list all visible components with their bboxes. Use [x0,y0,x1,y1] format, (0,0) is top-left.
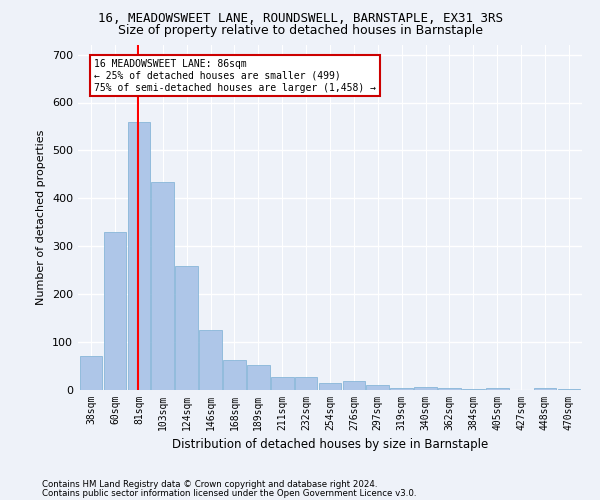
Bar [414,386,437,390]
Bar [104,232,127,390]
Text: 16, MEADOWSWEET LANE, ROUNDSWELL, BARNSTAPLE, EX31 3RS: 16, MEADOWSWEET LANE, ROUNDSWELL, BARNST… [97,12,503,24]
Y-axis label: Number of detached properties: Number of detached properties [37,130,46,305]
Bar [462,388,485,390]
Text: Size of property relative to detached houses in Barnstaple: Size of property relative to detached ho… [118,24,482,37]
Text: Contains public sector information licensed under the Open Government Licence v3: Contains public sector information licen… [42,488,416,498]
Bar [295,376,317,390]
Bar [80,356,103,390]
Bar [343,382,365,390]
Bar [271,376,293,390]
Text: Contains HM Land Registry data © Crown copyright and database right 2024.: Contains HM Land Registry data © Crown c… [42,480,377,489]
Bar [128,122,150,390]
Bar [557,388,580,390]
Bar [391,388,413,390]
Text: 16 MEADOWSWEET LANE: 86sqm
← 25% of detached houses are smaller (499)
75% of sem: 16 MEADOWSWEET LANE: 86sqm ← 25% of deta… [94,60,376,92]
Bar [199,330,222,390]
Bar [247,365,269,390]
Bar [175,266,198,390]
Bar [533,388,556,390]
Bar [223,360,246,390]
Bar [438,388,461,390]
Bar [151,182,174,390]
X-axis label: Distribution of detached houses by size in Barnstaple: Distribution of detached houses by size … [172,438,488,452]
Bar [367,384,389,390]
Bar [486,388,509,390]
Bar [319,383,341,390]
